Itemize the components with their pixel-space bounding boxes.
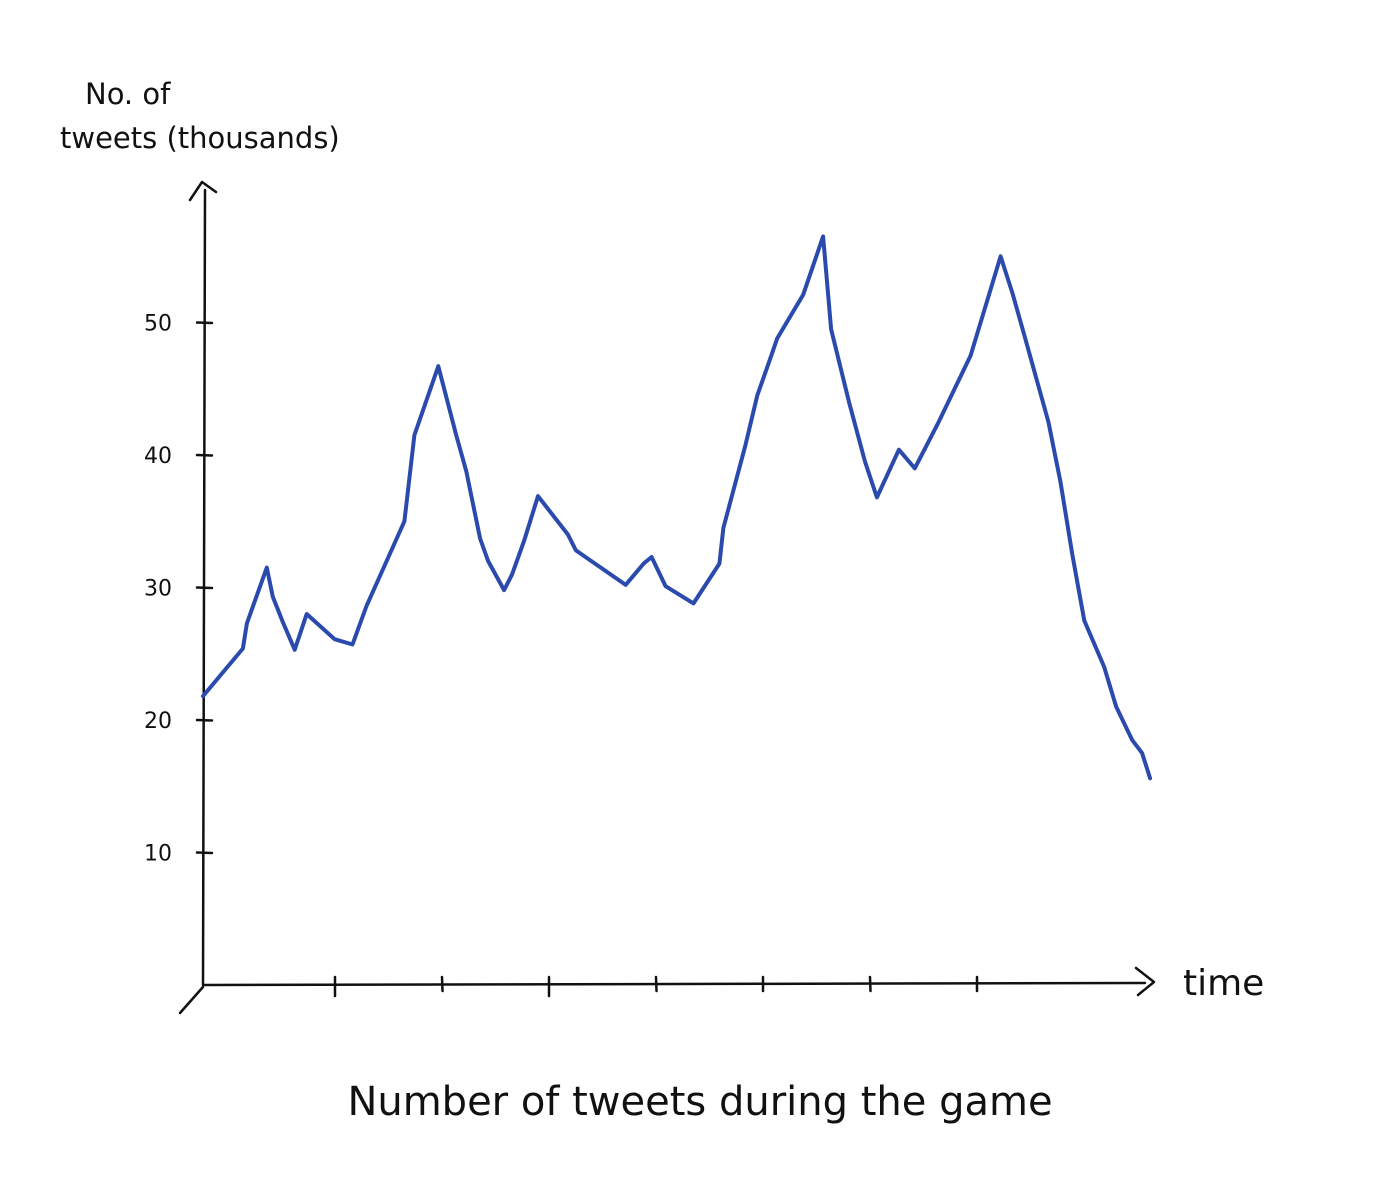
y-axis-label-line-1: No. of: [85, 77, 171, 111]
y-tick-label: 50: [144, 312, 172, 337]
chart-title: Number of tweets during the game: [347, 1079, 1052, 1125]
series-line: [201, 234, 1153, 781]
origin-stroke: [178, 985, 205, 1015]
y-tick-label: 40: [144, 444, 172, 469]
y-axis-label-line-2: tweets (thousands): [60, 121, 340, 155]
y-tick-label: 20: [144, 709, 172, 734]
x-ticks: [333, 975, 979, 998]
y-tick-mark: [195, 321, 214, 325]
x-tick-mark: [654, 975, 658, 993]
x-axis-arrowhead: [1134, 966, 1156, 997]
y-tick-mark: [195, 851, 214, 855]
y-tick-mark: [195, 453, 214, 457]
y-tick-mark: [195, 718, 214, 722]
series-layer: [201, 234, 1153, 781]
y-tick-label: 30: [144, 577, 172, 602]
y-axis-arrowhead: [188, 180, 218, 202]
x-axis-label: time: [1183, 963, 1264, 1004]
x-tick-mark: [868, 975, 872, 993]
x-axis: [201, 981, 1147, 987]
y-tick-mark: [195, 586, 214, 590]
x-tick-mark: [440, 975, 444, 993]
y-ticks: 10 20 30 40 50: [144, 312, 214, 867]
y-tick-label: 10: [144, 842, 172, 867]
